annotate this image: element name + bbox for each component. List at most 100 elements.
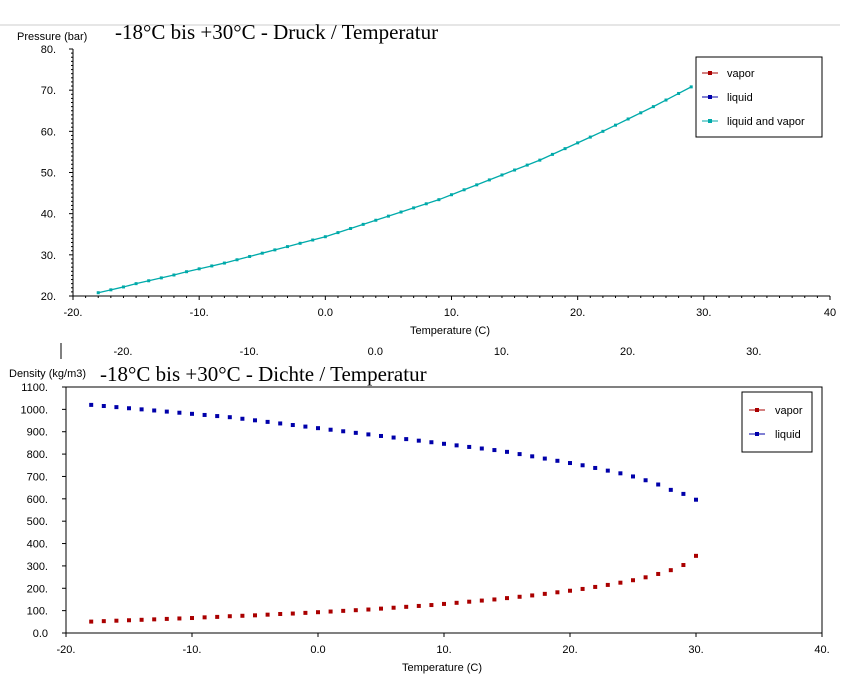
chart2-data-point-vapor xyxy=(479,598,484,603)
chart2-data-point-liquid xyxy=(694,497,698,502)
chart2-data-point-vapor xyxy=(202,615,207,620)
chart2-data-point-vapor xyxy=(227,614,232,619)
chart1-data-point xyxy=(487,178,491,182)
chart2-x-tick-label: 20. xyxy=(562,644,577,656)
legend-mix-marker-icon xyxy=(708,119,712,123)
chart2-data-point-vapor xyxy=(568,588,572,593)
chart1-data-point xyxy=(538,158,542,162)
chart1-data-point xyxy=(298,241,302,245)
chart2-y-tick-label: 900. xyxy=(27,427,48,439)
chart1-legend-item-liquid: liquid xyxy=(702,92,753,104)
chart2-data-point-liquid xyxy=(530,454,535,459)
chart2-data-point-vapor xyxy=(505,596,509,601)
chart2-data-point-liquid xyxy=(316,426,320,431)
chart2-data-point-vapor xyxy=(530,593,535,598)
chart2-data-point-liquid xyxy=(278,421,283,426)
chart1-y-axis-label: Pressure (bar) xyxy=(17,31,87,43)
chart2-y-tick-label: 600. xyxy=(27,494,48,506)
chart2-data-point-liquid xyxy=(89,402,94,407)
chart1-x-tick-label: -10. xyxy=(190,307,209,319)
chart2-data-point-vapor xyxy=(542,591,547,596)
chart2-data-point-vapor xyxy=(681,563,686,568)
chart1-legend-mix-label: liquid and vapor xyxy=(727,116,805,128)
chart2-frame xyxy=(65,386,823,634)
chart2-data-point-liquid xyxy=(139,407,144,412)
chart2-data-point-vapor xyxy=(391,605,396,610)
chart2-data-point-liquid xyxy=(391,435,396,440)
chart1-x-tick-label: -20. xyxy=(64,307,83,319)
chart1-x-tick-label: 30. xyxy=(696,307,711,319)
chart1-data-point xyxy=(677,91,681,95)
chart2-data-point-vapor xyxy=(127,618,131,623)
chart2-data-point-vapor xyxy=(215,614,220,619)
chart1-y-tick-label: 20. xyxy=(41,291,56,303)
chart2-data-point-liquid xyxy=(454,443,459,448)
chart2-x-tick-label: -20. xyxy=(57,644,76,656)
legend2-liquid-marker-icon xyxy=(755,432,759,436)
chart1-y-tick-label: 80. xyxy=(41,44,56,56)
chart2-data-point-vapor xyxy=(454,600,459,605)
chart2-x-tick-label: 30. xyxy=(688,644,703,656)
chart2-data-point-liquid xyxy=(479,446,484,451)
chart2-data-point-liquid xyxy=(265,419,270,424)
chart2-x-axis-label: Temperature (C) xyxy=(402,662,482,674)
chart1-x-axis-label: Temperature (C) xyxy=(410,325,490,337)
chart2-data-point-liquid xyxy=(656,482,661,487)
chart2-data-point-liquid xyxy=(442,441,446,446)
chart2-legend-item-liquid: liquid xyxy=(749,429,801,441)
chart2-data-point-liquid xyxy=(555,458,560,463)
chart2-data-point-liquid xyxy=(366,432,371,437)
chart1-data-point xyxy=(513,168,517,172)
chart2-data-point-vapor xyxy=(240,613,245,618)
chart2-data-point-liquid xyxy=(517,452,522,457)
chart2-y-tick-label: 700. xyxy=(27,471,48,483)
chart1-data-point xyxy=(462,188,466,192)
chart2-data-point-vapor xyxy=(656,571,661,576)
chart2-data-point-liquid xyxy=(668,487,673,492)
chart2-data-point-vapor xyxy=(631,578,635,583)
chart1-data-point xyxy=(601,129,605,133)
chart2-y-tick-label: 500. xyxy=(27,516,48,528)
chart1-data-point xyxy=(121,285,125,289)
window-top-border xyxy=(0,0,840,26)
legend-vapor-marker-icon xyxy=(708,71,712,75)
chart2-y-tick-label: 300. xyxy=(27,561,48,573)
chart1-data-point xyxy=(248,254,252,258)
chart2-data-point-vapor xyxy=(605,582,610,587)
chart1-data-point xyxy=(639,111,643,115)
chart1-data-point xyxy=(614,123,618,127)
density-temperature-chart: -18°C bis +30°C - Dichte / Temperatur De… xyxy=(9,362,830,674)
chart1-legend-vapor-label: vapor xyxy=(727,68,755,80)
chart2-data-point-vapor xyxy=(316,610,320,615)
chart1-data-point xyxy=(361,222,365,226)
chart1-data-point xyxy=(437,198,441,202)
chart2-data-point-liquid xyxy=(253,418,257,423)
chart2-data-point-vapor xyxy=(265,612,270,617)
chart1-data-point xyxy=(550,152,554,156)
chart2-data-point-vapor xyxy=(89,619,94,624)
chart2-y-tick-label: 800. xyxy=(27,449,48,461)
chart2-data-point-liquid xyxy=(605,468,610,473)
legend-liquid-marker-icon xyxy=(708,95,712,99)
chart2-data-point-liquid xyxy=(467,444,472,449)
chart2-y-axis-label: Density (kg/m3) xyxy=(9,368,86,380)
chart1-data-point xyxy=(96,291,100,295)
chart1-data-point xyxy=(626,117,630,121)
chart2-data-point-vapor xyxy=(442,601,446,606)
chart2-data-point-vapor xyxy=(114,618,119,623)
chart2-data-point-vapor xyxy=(593,584,598,589)
chart2-data-point-liquid xyxy=(190,411,194,416)
chart2-y-tick-label: 0.0 xyxy=(33,628,48,640)
secondary-axis-tick-label: -20. xyxy=(114,346,133,358)
pressure-temperature-chart: -18°C bis +30°C - Druck / Temperatur Pre… xyxy=(17,20,836,337)
chart1-x-tick-label: 10. xyxy=(444,307,459,319)
chart1-data-point xyxy=(651,105,655,109)
chart1-x-ticks: -20. -10. 0.0 10. 20. 30. 40 xyxy=(64,296,836,319)
chart2-data-point-liquid xyxy=(404,437,409,442)
chart2-y-tick-label: 100. xyxy=(27,606,48,618)
chart1-title: -18°C bis +30°C - Druck / Temperatur xyxy=(115,20,438,44)
chart1-data-point xyxy=(664,98,668,102)
secondary-axis-tick-label: 20. xyxy=(620,346,635,358)
chart2-data-point-vapor xyxy=(177,616,182,621)
chart1-data-point xyxy=(412,206,416,210)
